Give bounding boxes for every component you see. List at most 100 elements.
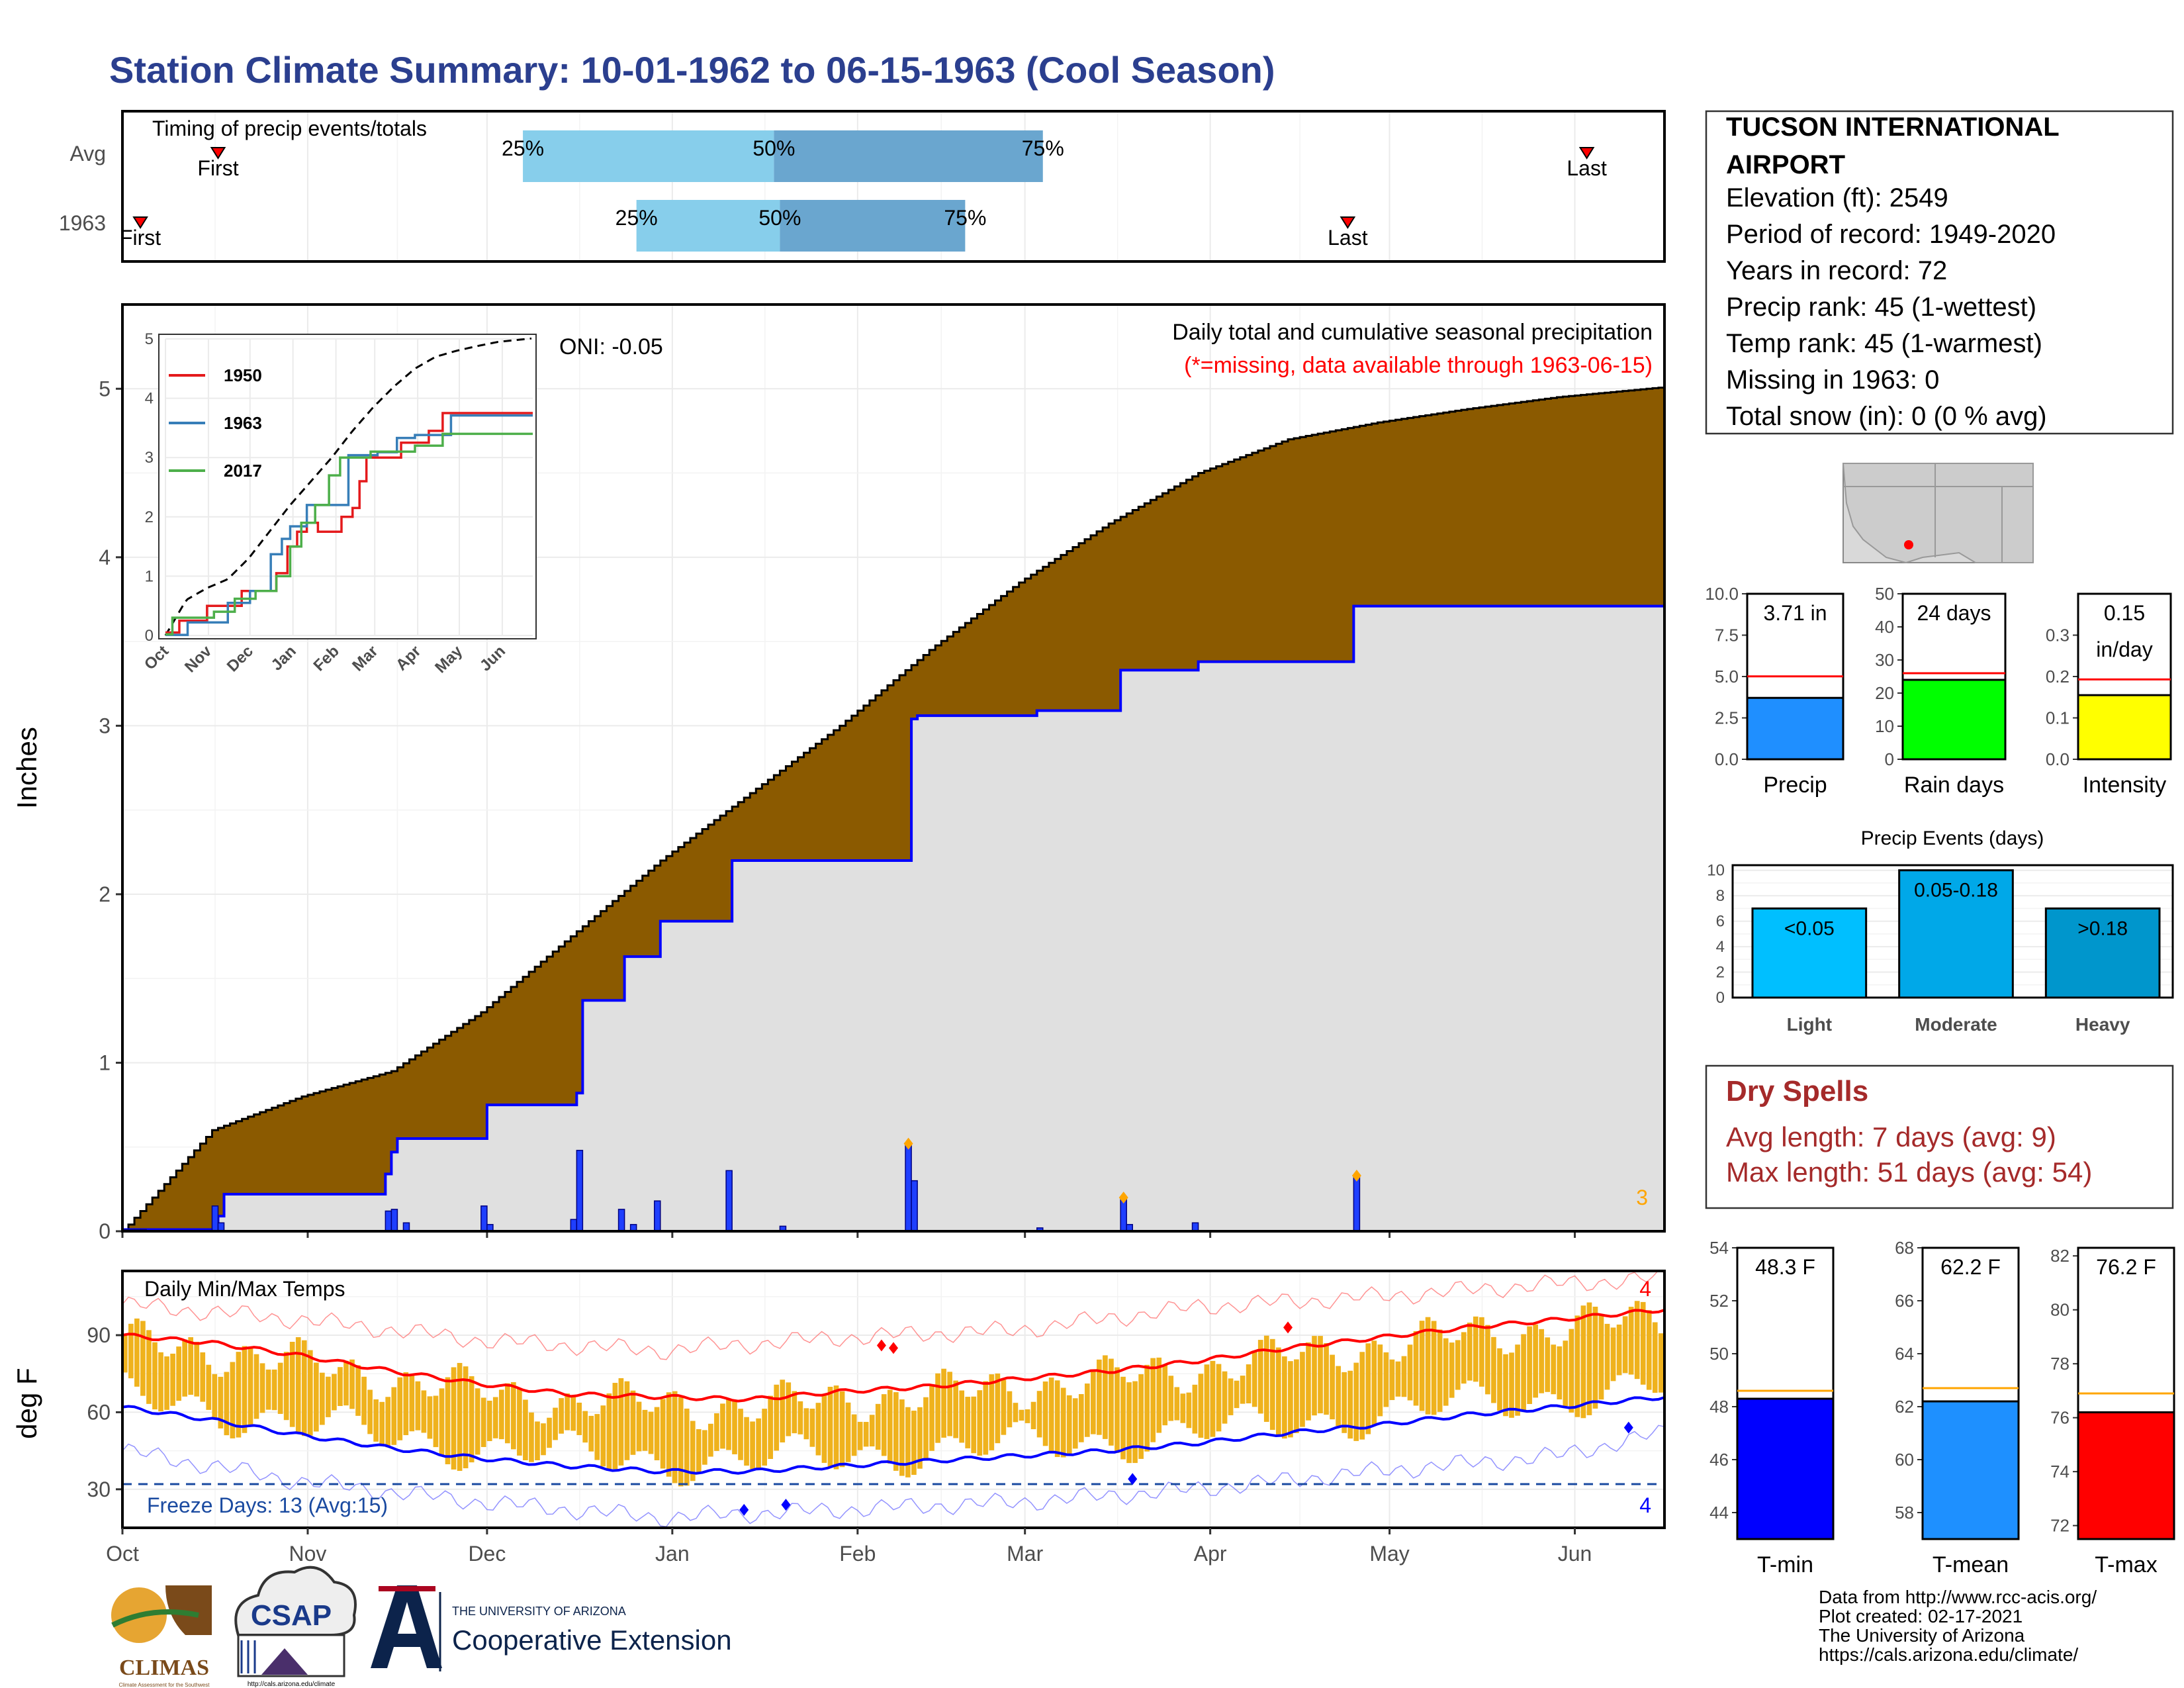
daily-temp-bar: [726, 1399, 731, 1450]
daily-temp-bar: [762, 1409, 767, 1466]
daily-temp-bar: [492, 1397, 498, 1438]
station-name-line2: AIRPORT: [1726, 150, 1845, 179]
month-label: Nov: [289, 1542, 327, 1566]
daily-temp-bar: [809, 1409, 815, 1447]
footer-website: https://cals.arizona.edu/climate/: [1819, 1644, 2078, 1665]
small-bar-category: T-max: [2095, 1552, 2157, 1577]
daily-temp-bar: [696, 1429, 702, 1474]
station-snow: Total snow (in): 0 (0 % avg): [1726, 402, 2047, 431]
precip-title: Daily total and cumulative seasonal prec…: [1172, 320, 1653, 345]
record-low-marker: [1623, 1421, 1633, 1434]
daily-temp-bar: [654, 1407, 660, 1461]
precip-frame: [121, 303, 1666, 1233]
timing-first-label: First: [197, 156, 238, 180]
daily-precip-bar: [1353, 1175, 1361, 1232]
daily-temp-bar: [188, 1337, 194, 1395]
small-y-tick-label: 64: [1895, 1344, 1914, 1364]
temp-ylabel: deg F: [11, 1368, 42, 1438]
timing-first-marker: [210, 147, 226, 160]
daily-temp-bar: [1616, 1324, 1622, 1376]
daily-temp-bar: [1174, 1387, 1180, 1421]
daily-temp-bar: [433, 1395, 439, 1448]
events-bar-label: >0.18: [2077, 917, 2128, 939]
daily-temp-bar: [349, 1359, 355, 1409]
small-bar-value: [1901, 679, 2007, 761]
daily-temp-bar: [343, 1360, 349, 1406]
temp-y-tick-label: 90: [87, 1323, 111, 1347]
daily-temp-bar: [332, 1374, 337, 1411]
daily-temp-bar: [313, 1362, 319, 1432]
daily-temp-bar: [307, 1350, 313, 1436]
daily-temp-bar: [415, 1381, 421, 1430]
daily-temp-bar: [1353, 1362, 1359, 1441]
daily-temp-bar: [1539, 1329, 1545, 1393]
small-bar-value: [1736, 1397, 1835, 1540]
daily-temp-bar: [1419, 1321, 1425, 1411]
month-label: Dec: [468, 1542, 506, 1566]
daily-temp-bar: [140, 1321, 146, 1396]
small-y-tick-label: 62: [1895, 1397, 1914, 1417]
daily-temp-bar: [1186, 1392, 1192, 1429]
daily-temp-bar: [1479, 1317, 1484, 1387]
daily-temp-bar: [576, 1402, 582, 1435]
daily-temp-bar: [1318, 1336, 1323, 1414]
daily-temp-bar: [427, 1396, 433, 1439]
daily-temp-bar: [236, 1352, 242, 1438]
daily-temp-bar: [176, 1346, 181, 1401]
timing-p75-label: 75%: [944, 206, 986, 230]
daily-temp-bar: [1192, 1384, 1198, 1434]
daily-temp-bar: [971, 1396, 977, 1454]
daily-temp-bar: [929, 1384, 934, 1451]
daily-temp-bar: [1036, 1391, 1042, 1438]
daily-temp-bar: [839, 1391, 845, 1468]
daily-temp-bar: [1120, 1376, 1126, 1460]
daily-temp-bar: [959, 1390, 965, 1443]
daily-temp-bar: [935, 1373, 940, 1443]
csap-mountain-icon: [261, 1648, 308, 1675]
daily-temp-bar: [1324, 1342, 1329, 1415]
small-bar-label: 24 days: [1917, 601, 1991, 625]
small-y-tick-label: 78: [2050, 1354, 2070, 1374]
precip-y-tick-label: 5: [99, 377, 111, 400]
timing-last-marker: [1340, 216, 1356, 229]
record-low-count: 4: [1639, 1493, 1651, 1517]
small-bar-category: Rain days: [1904, 773, 2004, 798]
daily-precip-bar: [911, 1180, 918, 1232]
daily-precip-bar: [905, 1143, 912, 1232]
daily-temp-bar: [338, 1367, 343, 1406]
daily-temp-bar: [995, 1373, 1001, 1444]
daily-temp-bar: [1401, 1356, 1407, 1397]
daily-temp-bar: [803, 1408, 809, 1440]
inset-avg-dashed-line: [164, 337, 532, 636]
timing-p25-label: 25%: [502, 136, 544, 160]
daily-temp-bar: [738, 1409, 743, 1460]
daily-temp-bar: [1425, 1317, 1431, 1415]
daily-temp-bar: [983, 1381, 989, 1455]
daily-temp-bar: [295, 1337, 301, 1433]
dry-spells-box: Dry Spells Avg length: 7 days (avg: 9) M…: [1705, 1064, 2174, 1209]
small-y-tick-label: 10: [1875, 716, 1894, 736]
small-y-tick-label: 7.5: [1715, 626, 1739, 645]
month-label: Oct: [106, 1542, 139, 1566]
page-title: Station Climate Summary: 10-01-1962 to 0…: [109, 49, 1275, 91]
daily-temp-bar: [1294, 1359, 1299, 1434]
inset-y-tick-label: 4: [145, 390, 154, 408]
daily-temp-bar: [989, 1374, 995, 1450]
daily-temp-bar: [1473, 1316, 1479, 1382]
daily-temp-bar: [1078, 1393, 1084, 1442]
small-y-tick-label: 0.2: [2046, 667, 2070, 686]
small-y-tick-label: 80: [2050, 1300, 2070, 1320]
daily-temp-bar: [1091, 1370, 1096, 1434]
footer-data-source: Data from http://www.rcc-acis.org/: [1819, 1587, 2097, 1607]
daily-temp-bar: [367, 1389, 373, 1434]
daily-temp-bar: [797, 1401, 803, 1434]
missing-data-marker: [1351, 1170, 1361, 1182]
station-elevation: Elevation (ft): 2549: [1726, 183, 1948, 212]
daily-temp-bar: [206, 1364, 212, 1410]
daily-temp-bar: [1497, 1348, 1502, 1411]
daily-temp-bar: [1306, 1342, 1311, 1421]
events-bar-moderate: [1898, 869, 2014, 999]
small-y-tick-label: 68: [1895, 1238, 1914, 1258]
dry-spells-frame: [1705, 1064, 2174, 1209]
daily-temp-bar: [439, 1388, 445, 1456]
